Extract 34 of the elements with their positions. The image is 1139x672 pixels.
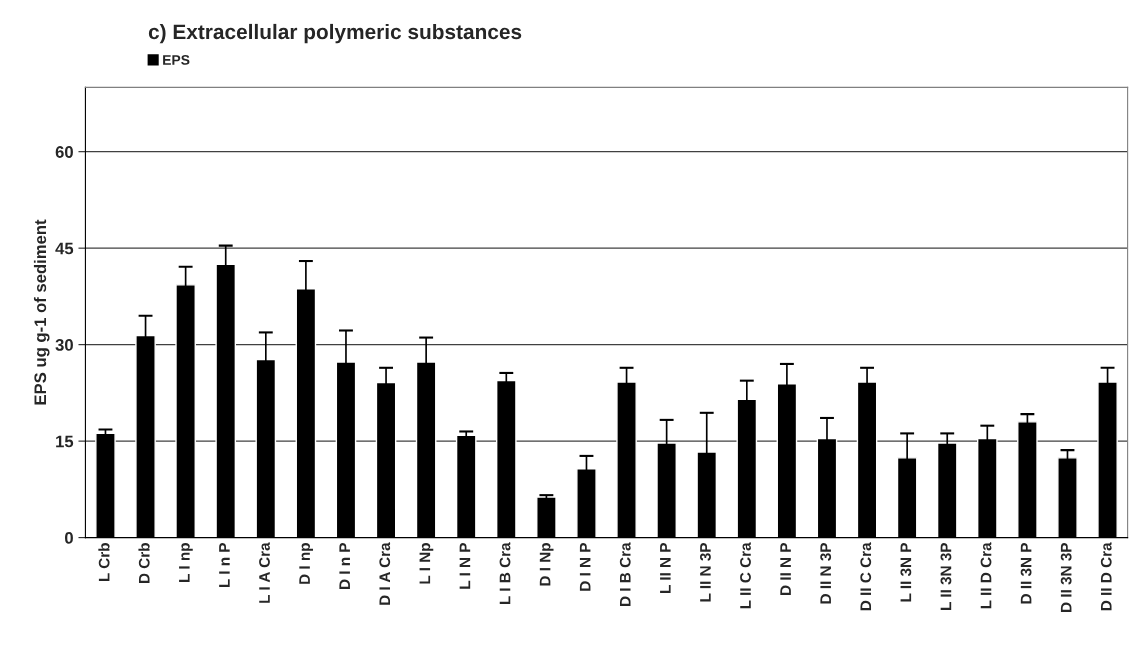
x-tick-label: L I A Cra bbox=[259, 542, 270, 603]
x-tick-label: L II 3N P bbox=[900, 542, 912, 602]
x-tick-label: D I Np bbox=[539, 543, 554, 586]
x-tick-label: L I N P bbox=[459, 542, 471, 589]
x-tick-label: D I n P bbox=[339, 542, 350, 589]
y-axis-title: EPS ug g-1 of sediment bbox=[33, 219, 50, 405]
x-tick-label: D II 3N 3P bbox=[1060, 542, 1072, 612]
x-tick-label: D I B Cra bbox=[619, 542, 631, 606]
chart-title: c) Extracellular polymeric substances bbox=[148, 23, 522, 44]
x-tick-label: L I n P bbox=[219, 542, 230, 587]
x-tick-label: D II C Cra bbox=[860, 542, 872, 611]
x-tick-label: D II D Cra bbox=[1100, 542, 1112, 611]
x-tick-label: D II N P bbox=[780, 542, 791, 595]
x-tick-label: L Crb bbox=[98, 543, 110, 582]
x-tick-label: L I B Cra bbox=[499, 542, 511, 604]
y-tick-label: 0 bbox=[65, 532, 73, 544]
x-tick-label: D II 3N P bbox=[1020, 542, 1032, 604]
x-tick-label: L I np bbox=[179, 543, 193, 582]
y-tick-label: 30 bbox=[55, 339, 73, 351]
x-tick-label: L II N 3P bbox=[700, 542, 711, 602]
x-tick-label: L II D Cra bbox=[980, 542, 992, 609]
x-tick-label: L II N P bbox=[660, 542, 671, 593]
x-tick-label: D I N P bbox=[579, 542, 591, 591]
y-tick-label: 15 bbox=[56, 435, 74, 448]
y-tick-label: 45 bbox=[55, 242, 74, 255]
x-tick-label: D II N 3P bbox=[820, 542, 832, 604]
x-tick-label: L II C Cra bbox=[740, 542, 751, 609]
x-tick-label: D I np bbox=[299, 543, 314, 584]
x-tick-label: D Crb bbox=[138, 543, 150, 584]
x-tick-label: L II 3N 3P bbox=[940, 542, 952, 610]
x-tick-label: D I A Cra bbox=[379, 542, 391, 605]
x-tick-label: L I Np bbox=[419, 543, 434, 584]
legend-label: EPS bbox=[163, 55, 190, 65]
y-tick-label: 60 bbox=[55, 146, 73, 158]
